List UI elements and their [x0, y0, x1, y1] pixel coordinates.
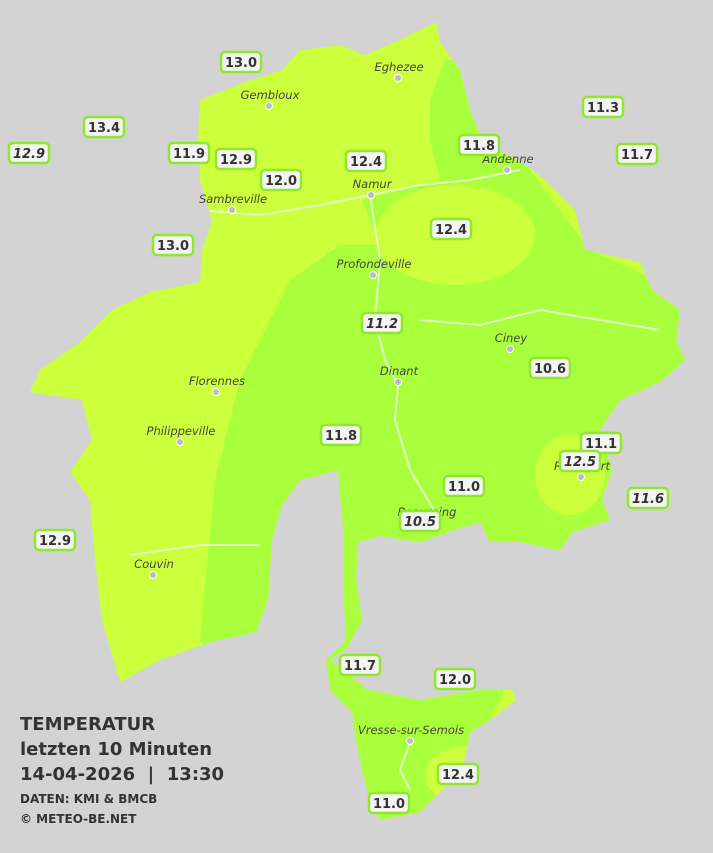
station-box	[7, 141, 51, 165]
station-value: 10.5	[404, 515, 436, 530]
city-dot	[503, 166, 511, 174]
city-name: Dinant	[380, 364, 419, 378]
station-value: 11.8	[325, 429, 357, 444]
station-box	[360, 311, 404, 335]
station-box	[219, 50, 263, 74]
station-value: 11.0	[373, 797, 405, 812]
station-box	[442, 474, 486, 498]
city-dot	[577, 473, 585, 481]
station-value: 11.7	[621, 148, 653, 163]
station-value: 12.4	[435, 223, 467, 238]
station-box	[338, 653, 382, 677]
station-value: 11.7	[344, 659, 376, 674]
city-name: Sambreville	[199, 192, 267, 206]
station-value: 11.9	[173, 147, 205, 162]
station-value: 12.0	[439, 673, 471, 688]
station-box	[457, 133, 501, 157]
city-dot	[176, 438, 184, 446]
city-dot	[369, 271, 377, 279]
city-name: Florennes	[189, 374, 245, 388]
station-value: 12.9	[220, 153, 252, 168]
station-box	[151, 233, 195, 257]
station-box	[167, 141, 211, 165]
station-value: 10.6	[534, 362, 566, 377]
station-value: 12.0	[265, 174, 297, 189]
station-box	[33, 528, 77, 552]
city-dot	[265, 102, 273, 110]
city-dot	[394, 74, 402, 82]
station-box	[626, 486, 670, 510]
station-box	[82, 115, 126, 139]
labels: EghezeeGemblouxAndenneNamurSambrevillePr…	[7, 50, 670, 815]
station-value: 12.5	[564, 455, 596, 470]
station-box	[579, 431, 623, 455]
caption-source: DATEN: KMI & BMCB	[20, 792, 157, 806]
city-dot	[406, 737, 414, 745]
city-name: Gembloux	[241, 88, 300, 102]
city-name: Vresse-sur-Semois	[358, 723, 464, 737]
city-dot	[149, 571, 157, 579]
city-name: Profondeville	[337, 257, 412, 271]
station-value: 12.4	[350, 155, 382, 170]
station-value: 13.0	[225, 56, 257, 71]
city-dot	[394, 378, 402, 386]
city-dot	[506, 345, 514, 353]
station-value: 13.4	[88, 121, 120, 136]
station-box	[558, 449, 602, 473]
city-name: Philippeville	[147, 424, 216, 438]
station-box	[214, 147, 258, 171]
station-box	[398, 509, 442, 533]
station-value: 12.4	[442, 768, 474, 783]
caption-title: TEMPERATUR	[20, 714, 155, 735]
station-value: 11.8	[463, 139, 495, 154]
station-value: 11.0	[448, 480, 480, 495]
station-box	[433, 667, 477, 691]
caption-copyright: © METEO-BE.NET	[20, 812, 137, 826]
station-value: 11.2	[366, 317, 398, 332]
station-value: 12.9	[13, 147, 45, 162]
caption-datetime: 14-04-2026 | 13:30	[20, 764, 224, 785]
station-value: 11.3	[587, 101, 619, 116]
station-value: 11.6	[632, 492, 664, 507]
station-box	[367, 791, 411, 815]
station-value: 12.9	[39, 534, 71, 549]
city-name: Namur	[353, 177, 393, 191]
city-name: Couvin	[134, 557, 174, 571]
city-dot	[212, 388, 220, 396]
city-dot	[228, 206, 236, 214]
city-name: Eghezee	[374, 60, 423, 74]
city-name: Ciney	[495, 331, 528, 345]
station-box	[528, 356, 572, 380]
station-box	[436, 762, 480, 786]
station-value: 11.1	[585, 437, 617, 452]
station-box	[344, 149, 388, 173]
station-box	[259, 168, 303, 192]
station-box	[429, 217, 473, 241]
station-box	[319, 423, 363, 447]
caption-subtitle: letzten 10 Minuten	[20, 739, 212, 760]
station-value: 13.0	[157, 239, 189, 254]
city-dot	[367, 191, 375, 199]
station-box	[581, 95, 625, 119]
station-box	[615, 142, 659, 166]
